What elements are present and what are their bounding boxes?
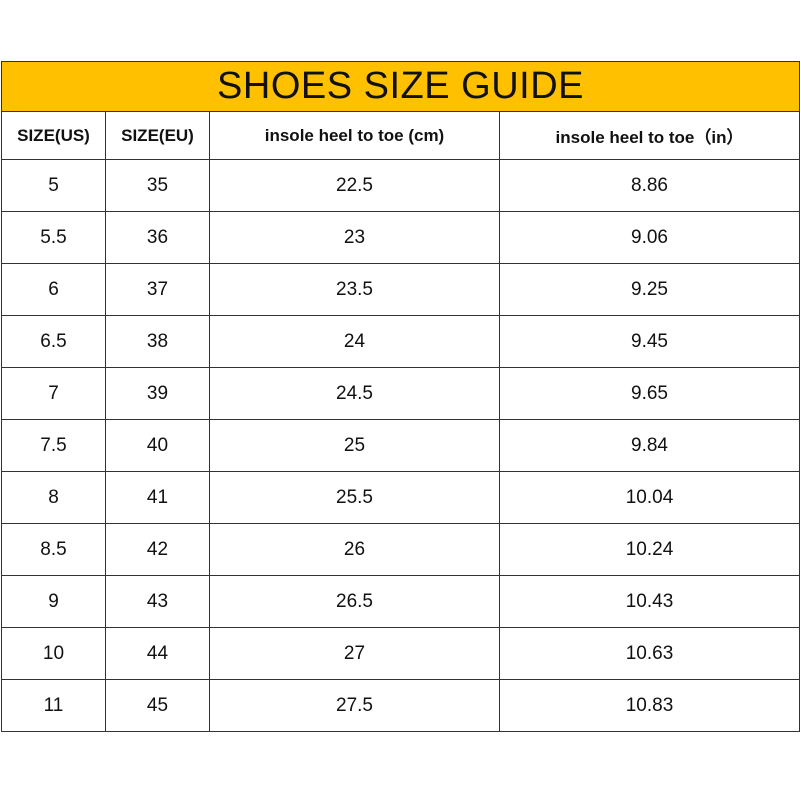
size-eu-cell: 45 [105,679,210,732]
insole-in-cell: 10.63 [498,627,800,680]
size-us-cell: 8.5 [1,523,106,576]
insole-in-cell: 9.06 [498,211,800,264]
insole-in-cell: 10.24 [498,523,800,576]
size-eu-cell: 43 [105,575,210,628]
size-eu-cell: 44 [105,627,210,680]
size-eu-cell: 40 [105,419,210,472]
table-row: 11 45 27.5 10.83 [1,679,800,732]
header-size-us: SIZE(US) [1,111,106,160]
size-eu-cell: 36 [105,211,210,264]
insole-cm-cell: 26.5 [209,575,500,628]
size-us-cell: 9 [1,575,106,628]
size-us-cell: 7 [1,367,106,420]
size-us-cell: 11 [1,679,106,732]
insole-in-cell: 10.43 [498,575,800,628]
size-us-cell: 10 [1,627,106,680]
insole-in-cell: 9.45 [498,315,800,368]
insole-cm-cell: 24 [209,315,500,368]
insole-cm-cell: 23 [209,211,500,264]
size-us-cell: 8 [1,471,106,524]
size-us-cell: 5 [1,159,106,212]
insole-cm-cell: 26 [209,523,500,576]
insole-in-cell: 10.04 [498,471,800,524]
size-eu-cell: 35 [105,159,210,212]
size-us-cell: 6 [1,263,106,316]
table-row: 6.5 38 24 9.45 [1,315,800,368]
table-row: 10 44 27 10.63 [1,627,800,680]
size-eu-cell: 39 [105,367,210,420]
insole-cm-cell: 22.5 [209,159,500,212]
header-size-eu: SIZE(EU) [105,111,210,160]
table-row: 8.5 42 26 10.24 [1,523,800,576]
header-insole-in: insole heel to toe（in） [498,111,800,160]
insole-cm-cell: 24.5 [209,367,500,420]
table-row: 7.5 40 25 9.84 [1,419,800,472]
insole-cm-cell: 25.5 [209,471,500,524]
insole-in-cell: 9.84 [498,419,800,472]
insole-in-cell: 9.65 [498,367,800,420]
table-row: 9 43 26.5 10.43 [1,575,800,628]
table-row: 6 37 23.5 9.25 [1,263,800,316]
insole-in-cell: 10.83 [498,679,800,732]
insole-in-cell: 9.25 [498,263,800,316]
header-row: SIZE(US) SIZE(EU) insole heel to toe (cm… [1,111,800,160]
insole-cm-cell: 27.5 [209,679,500,732]
insole-cm-cell: 27 [209,627,500,680]
insole-cm-cell: 25 [209,419,500,472]
size-guide-table: SHOES SIZE GUIDE SIZE(US) SIZE(EU) insol… [0,61,800,732]
table-row: 5 35 22.5 8.86 [1,159,800,212]
size-eu-cell: 42 [105,523,210,576]
size-eu-cell: 41 [105,471,210,524]
size-eu-cell: 38 [105,315,210,368]
header-insole-cm: insole heel to toe (cm) [209,111,500,160]
size-eu-cell: 37 [105,263,210,316]
table-row: 7 39 24.5 9.65 [1,367,800,420]
size-us-cell: 5.5 [1,211,106,264]
insole-cm-cell: 23.5 [209,263,500,316]
size-us-cell: 6.5 [1,315,106,368]
insole-in-cell: 8.86 [498,159,800,212]
table-title: SHOES SIZE GUIDE [0,61,800,112]
size-us-cell: 7.5 [1,419,106,472]
table-row: 5.5 36 23 9.06 [1,211,800,264]
table-row: 8 41 25.5 10.04 [1,471,800,524]
